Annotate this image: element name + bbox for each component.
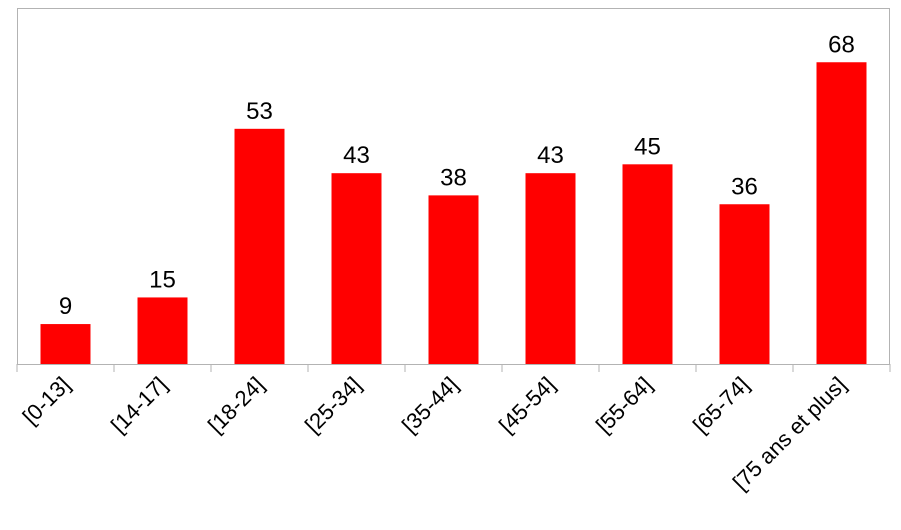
value-label-65-74: 36 <box>731 173 758 200</box>
bar-55-64 <box>622 164 673 364</box>
value-label-0-13: 9 <box>59 293 72 320</box>
bar-25-34 <box>331 173 382 364</box>
x-tick-labels-group: [0-13] [14-17] [18-24] [25-34] [35-44] [45-54… <box>18 372 851 495</box>
x-tick-label-0-13: [0-13] <box>18 372 75 429</box>
bar-75-ans-et-plus <box>816 62 867 364</box>
x-tick-label-35-44: [35-44] <box>397 372 463 438</box>
value-label-75-ans-et-plus: 68 <box>828 31 855 58</box>
bar-14-17 <box>137 297 188 364</box>
x-tick-label-65-74: [65-74] <box>688 372 754 438</box>
bar-18-24 <box>234 128 285 364</box>
value-labels-group: 9 15 53 43 38 43 45 36 68 <box>59 31 855 320</box>
value-label-45-54: 43 <box>537 142 564 169</box>
value-label-14-17: 15 <box>149 266 176 293</box>
bar-45-54 <box>525 173 576 364</box>
value-label-35-44: 38 <box>440 164 467 191</box>
value-label-25-34: 43 <box>343 142 370 169</box>
x-tick-label-25-34: [25-34] <box>300 372 366 438</box>
x-tick-label-55-64: [55-64] <box>591 372 657 438</box>
bars-group <box>40 62 867 364</box>
x-tick-label-45-54: [45-54] <box>494 372 560 438</box>
x-ticks-group <box>16 364 891 372</box>
value-label-18-24: 53 <box>246 98 273 125</box>
bar-35-44 <box>428 195 479 364</box>
x-tick-label-18-24: [18-24] <box>203 372 269 438</box>
bar-65-74 <box>719 204 770 364</box>
bar-0-13 <box>40 324 91 364</box>
value-label-55-64: 45 <box>634 133 661 160</box>
x-tick-label-14-17: [14-17] <box>106 372 172 438</box>
